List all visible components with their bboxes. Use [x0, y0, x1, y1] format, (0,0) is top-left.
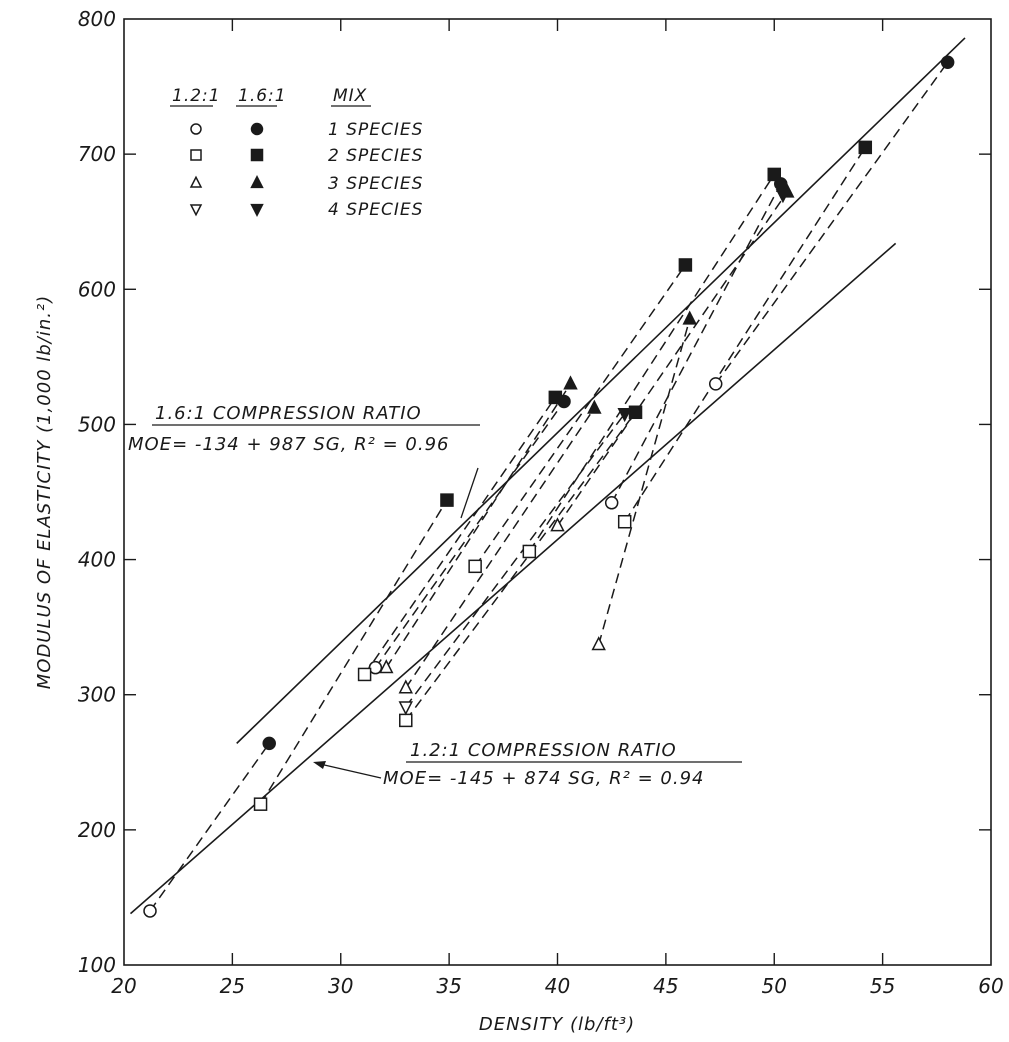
- x-tick-label: 45: [653, 974, 678, 998]
- legend-markers: [189, 122, 264, 217]
- point-16-square: [858, 140, 873, 155]
- legend-row-2-label: 2 SPECIES: [328, 146, 423, 166]
- pair-dashed-line: [405, 407, 595, 689]
- point-16-square: [678, 258, 693, 272]
- point-16-square: [767, 167, 781, 182]
- point-12-triangle-up: [398, 679, 414, 694]
- legend-marker-12-square: [190, 149, 202, 161]
- legend-marker-16-square: [250, 148, 264, 162]
- point-16-triangle-up: [587, 399, 602, 414]
- pair-dashed-line: [405, 413, 626, 708]
- x-axis-label: DENSITY (lb/ft³): [479, 1014, 635, 1035]
- pair-dashed-line: [624, 146, 866, 523]
- point-16-triangle-down: [617, 408, 632, 423]
- annotation-12: 1.2:1 COMPRESSION RATIO MOE= -145 + 874 …: [313, 740, 742, 789]
- point-16-circle: [262, 736, 276, 751]
- point-16-triangle-up: [682, 310, 697, 325]
- pair-dashed-line: [474, 264, 686, 567]
- point-12-square: [617, 514, 632, 529]
- legend: 1.2:1 1.6:1 MIX 1 SPECIES 2 SPECIES 3 SP…: [170, 86, 423, 220]
- annotation-16-equation: MOE= -134 + 987 SG, R² = 0.96: [128, 434, 449, 455]
- regression-line-12: [129, 242, 897, 915]
- y-tick-label: 100: [78, 953, 116, 977]
- point-12-circle: [604, 496, 619, 510]
- x-tick-label: 25: [220, 974, 245, 998]
- regression-line-16: [236, 37, 966, 744]
- x-tick-label: 40: [545, 974, 570, 998]
- pair-dashed-line: [363, 396, 556, 675]
- pair-dashed-line: [556, 191, 788, 527]
- point-12-square: [468, 559, 482, 574]
- x-tick-label: 20: [111, 974, 136, 998]
- y-tick-label: 800: [78, 7, 116, 31]
- y-tick-label: 700: [78, 142, 116, 166]
- point-12-triangle-down: [398, 701, 414, 716]
- pair-dashed-line: [611, 183, 782, 504]
- y-tick-label: 500: [78, 412, 116, 436]
- x-tick-label: 30: [328, 974, 353, 998]
- y-tick-label: 600: [78, 277, 116, 301]
- y-tick-label: 300: [78, 683, 116, 707]
- legend-row-4-label: 4 SPECIES: [328, 200, 423, 220]
- legend-col-12: 1.2:1: [172, 86, 221, 106]
- pair-dashed-line: [259, 499, 448, 805]
- legend-marker-12-triangle-up: [189, 175, 203, 188]
- point-12-circle: [143, 904, 157, 918]
- point-12-circle: [708, 377, 723, 391]
- point-16-circle: [940, 55, 955, 69]
- axes: 20 25 30 35 40 45 50 55 60 100 200 300 400 500 600 700 8…: [78, 7, 1004, 998]
- legend-row-1-label: 1 SPECIES: [328, 120, 423, 140]
- legend-col-mix: MIX: [333, 86, 367, 106]
- point-16-square: [548, 390, 563, 405]
- annotation-16-leader: [460, 467, 479, 519]
- legend-marker-12-circle: [190, 123, 202, 135]
- legend-marker-12-triangle-down: [189, 204, 203, 217]
- annotation-16-title: 1.6:1 COMPRESSION RATIO: [155, 403, 422, 424]
- data-points: [143, 55, 955, 918]
- point-12-square: [399, 713, 413, 728]
- x-tick-label: 55: [870, 974, 895, 998]
- point-12-circle: [368, 660, 383, 675]
- point-16-triangle-down: [775, 189, 791, 204]
- x-tick-label: 35: [436, 974, 461, 998]
- legend-col-16: 1.6:1: [238, 86, 287, 106]
- point-12-square: [522, 544, 537, 559]
- legend-marker-16-triangle-down: [250, 203, 264, 217]
- y-tick-label: 200: [78, 818, 116, 842]
- legend-marker-16-triangle-up: [250, 175, 264, 189]
- point-12-triangle-up: [591, 636, 606, 651]
- legend-marker-16-circle: [250, 122, 264, 136]
- annotation-12-title: 1.2:1 COMPRESSION RATIO: [410, 740, 677, 761]
- point-16-square: [440, 493, 454, 507]
- x-tick-label: 50: [762, 974, 787, 998]
- pair-dashed-line: [374, 401, 565, 669]
- legend-row-3-label: 3 SPECIES: [328, 174, 423, 194]
- pair-dashed-line: [405, 411, 637, 721]
- y-tick-label: 400: [78, 548, 116, 572]
- point-12-square: [357, 667, 372, 682]
- pair-dashed-line: [385, 383, 572, 669]
- point-12-triangle-up: [550, 517, 565, 532]
- annotation-16: 1.6:1 COMPRESSION RATIO MOE= -134 + 987 …: [128, 403, 480, 519]
- point-12-square: [253, 797, 268, 811]
- y-axis-label: MODULUS OF ELASTICITY (1,000 lb/in.²): [34, 295, 55, 690]
- annotation-12-arrowhead: [313, 761, 326, 769]
- pair-dashed-line: [149, 742, 270, 912]
- pair-dashed-line: [597, 318, 691, 645]
- annotation-12-equation: MOE= -145 + 874 SG, R² = 0.94: [383, 768, 704, 789]
- point-12-triangle-up: [379, 659, 394, 674]
- point-16-triangle-up: [563, 375, 578, 390]
- x-tick-label: 60: [978, 974, 1003, 998]
- pair-dashed-line: [715, 61, 949, 385]
- pair-dashed-line: [528, 174, 775, 552]
- annotation-12-leader: [319, 763, 382, 779]
